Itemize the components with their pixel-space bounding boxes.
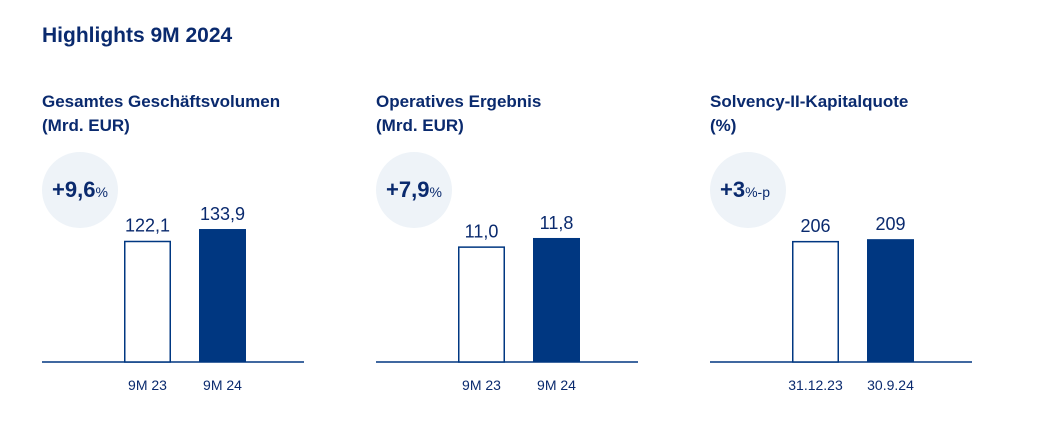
bar-2	[199, 229, 246, 362]
change-bubble	[710, 152, 786, 228]
change-label: +9,6%	[52, 177, 108, 202]
chart-unit-label: (Mrd. EUR)	[376, 116, 464, 135]
chart-title: Gesamtes Geschäftsvolumen (Mrd. EUR)	[42, 90, 280, 138]
x-tick-label: 9M 23	[462, 377, 501, 393]
bar-value-label: 11,8	[540, 213, 574, 233]
chart-title-text: Gesamtes Geschäftsvolumen	[42, 92, 281, 111]
page-title: Highlights 9M 2024	[42, 24, 233, 47]
change-bubble	[376, 152, 452, 228]
bar-1	[792, 240, 839, 363]
chart-title-text: Operatives Ergebnis	[376, 92, 542, 111]
change-label: +7,9%	[386, 177, 442, 202]
x-tick-label: 9M 24	[537, 377, 576, 393]
bar-value-label: 11,0	[465, 221, 499, 241]
change-label: +3%-p	[720, 177, 770, 202]
chart-panel-solvency: Solvency-II-Kapitalquote (%) +3%-p 206 31…	[710, 90, 1010, 420]
bar-value-label: 206	[800, 216, 830, 236]
chart-unit-label: (%)	[710, 116, 737, 135]
x-tick-label: 9M 23	[128, 377, 167, 393]
chart-title: Solvency-II-Kapitalquote (%)	[710, 90, 908, 138]
chart-panel-operatives-ergebnis: Operatives Ergebnis (Mrd. EUR) +7,9% 11,…	[376, 90, 676, 420]
bar-2	[867, 239, 914, 362]
chart-panel-geschaeftsvolumen: Gesamtes Geschäftsvolumen (Mrd. EUR) +9,…	[42, 90, 342, 420]
bar-chart-svg: 206 31.12.23 209 30.9.24	[710, 214, 972, 393]
x-tick-label: 30.9.24	[867, 377, 914, 393]
x-tick-label: 31.12.23	[788, 377, 843, 393]
bar-chart-svg: 122,1 9M 23 133,9 9M 24	[42, 204, 304, 393]
x-tick-label: 9M 24	[203, 377, 242, 393]
chart-title-text: Solvency-II-Kapitalquote	[710, 92, 909, 111]
chart-unit-label: (Mrd. EUR)	[42, 116, 130, 135]
chart-title: Operatives Ergebnis (Mrd. EUR)	[376, 90, 541, 138]
bar-1	[124, 240, 171, 363]
bar-2	[533, 237, 580, 362]
bar-value-label: 133,9	[200, 204, 245, 224]
change-bubble	[42, 152, 118, 228]
bar-value-label: 122,1	[125, 216, 170, 236]
bar-1	[458, 246, 505, 363]
bar-value-label: 209	[875, 214, 905, 234]
bar-chart-svg: 11,0 9M 23 11,8 9M 24	[376, 213, 638, 393]
